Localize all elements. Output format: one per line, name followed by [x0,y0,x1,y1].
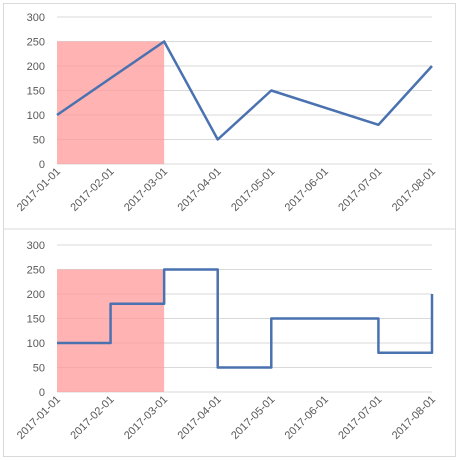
x-tick-label: 2017-04-01 [176,394,224,442]
y-tick-label: 250 [27,265,45,277]
x-tick-label: 2017-07-01 [336,166,384,214]
x-tick-label: 2017-06-01 [283,394,331,442]
y-tick-label: 0 [39,387,45,399]
x-tick-label: 2017-05-01 [229,394,277,442]
y-tick-label: 0 [39,159,45,171]
chart-frame [3,3,456,457]
x-tick-label: 2017-06-01 [283,166,331,214]
x-tick-label: 2017-07-01 [336,394,384,442]
x-tick-label: 2017-02-01 [68,394,116,442]
y-tick-label: 300 [27,12,45,24]
x-tick-label: 2017-03-01 [122,394,170,442]
y-tick-label: 100 [27,110,45,122]
y-tick-label: 200 [27,289,45,301]
x-tick-label: 2017-02-01 [68,166,116,214]
x-tick-label: 2017-04-01 [176,166,224,214]
y-tick-label: 200 [27,61,45,73]
y-tick-label: 250 [27,37,45,49]
y-tick-label: 50 [33,363,45,375]
x-tick-label: 2017-01-01 [15,166,63,214]
series-line [56,40,433,141]
x-tick-label: 2017-01-01 [15,394,63,442]
y-tick-label: 150 [27,314,45,326]
x-tick-label: 2017-03-01 [122,166,170,214]
series-line [57,268,434,369]
y-tick-label: 300 [27,240,45,252]
y-tick-label: 50 [33,135,45,147]
y-tick-label: 150 [27,86,45,98]
x-tick-label: 2017-05-01 [229,166,277,214]
x-tick-label: 2017-08-01 [390,166,438,214]
x-tick-label: 2017-08-01 [390,394,438,442]
y-tick-label: 100 [27,338,45,350]
